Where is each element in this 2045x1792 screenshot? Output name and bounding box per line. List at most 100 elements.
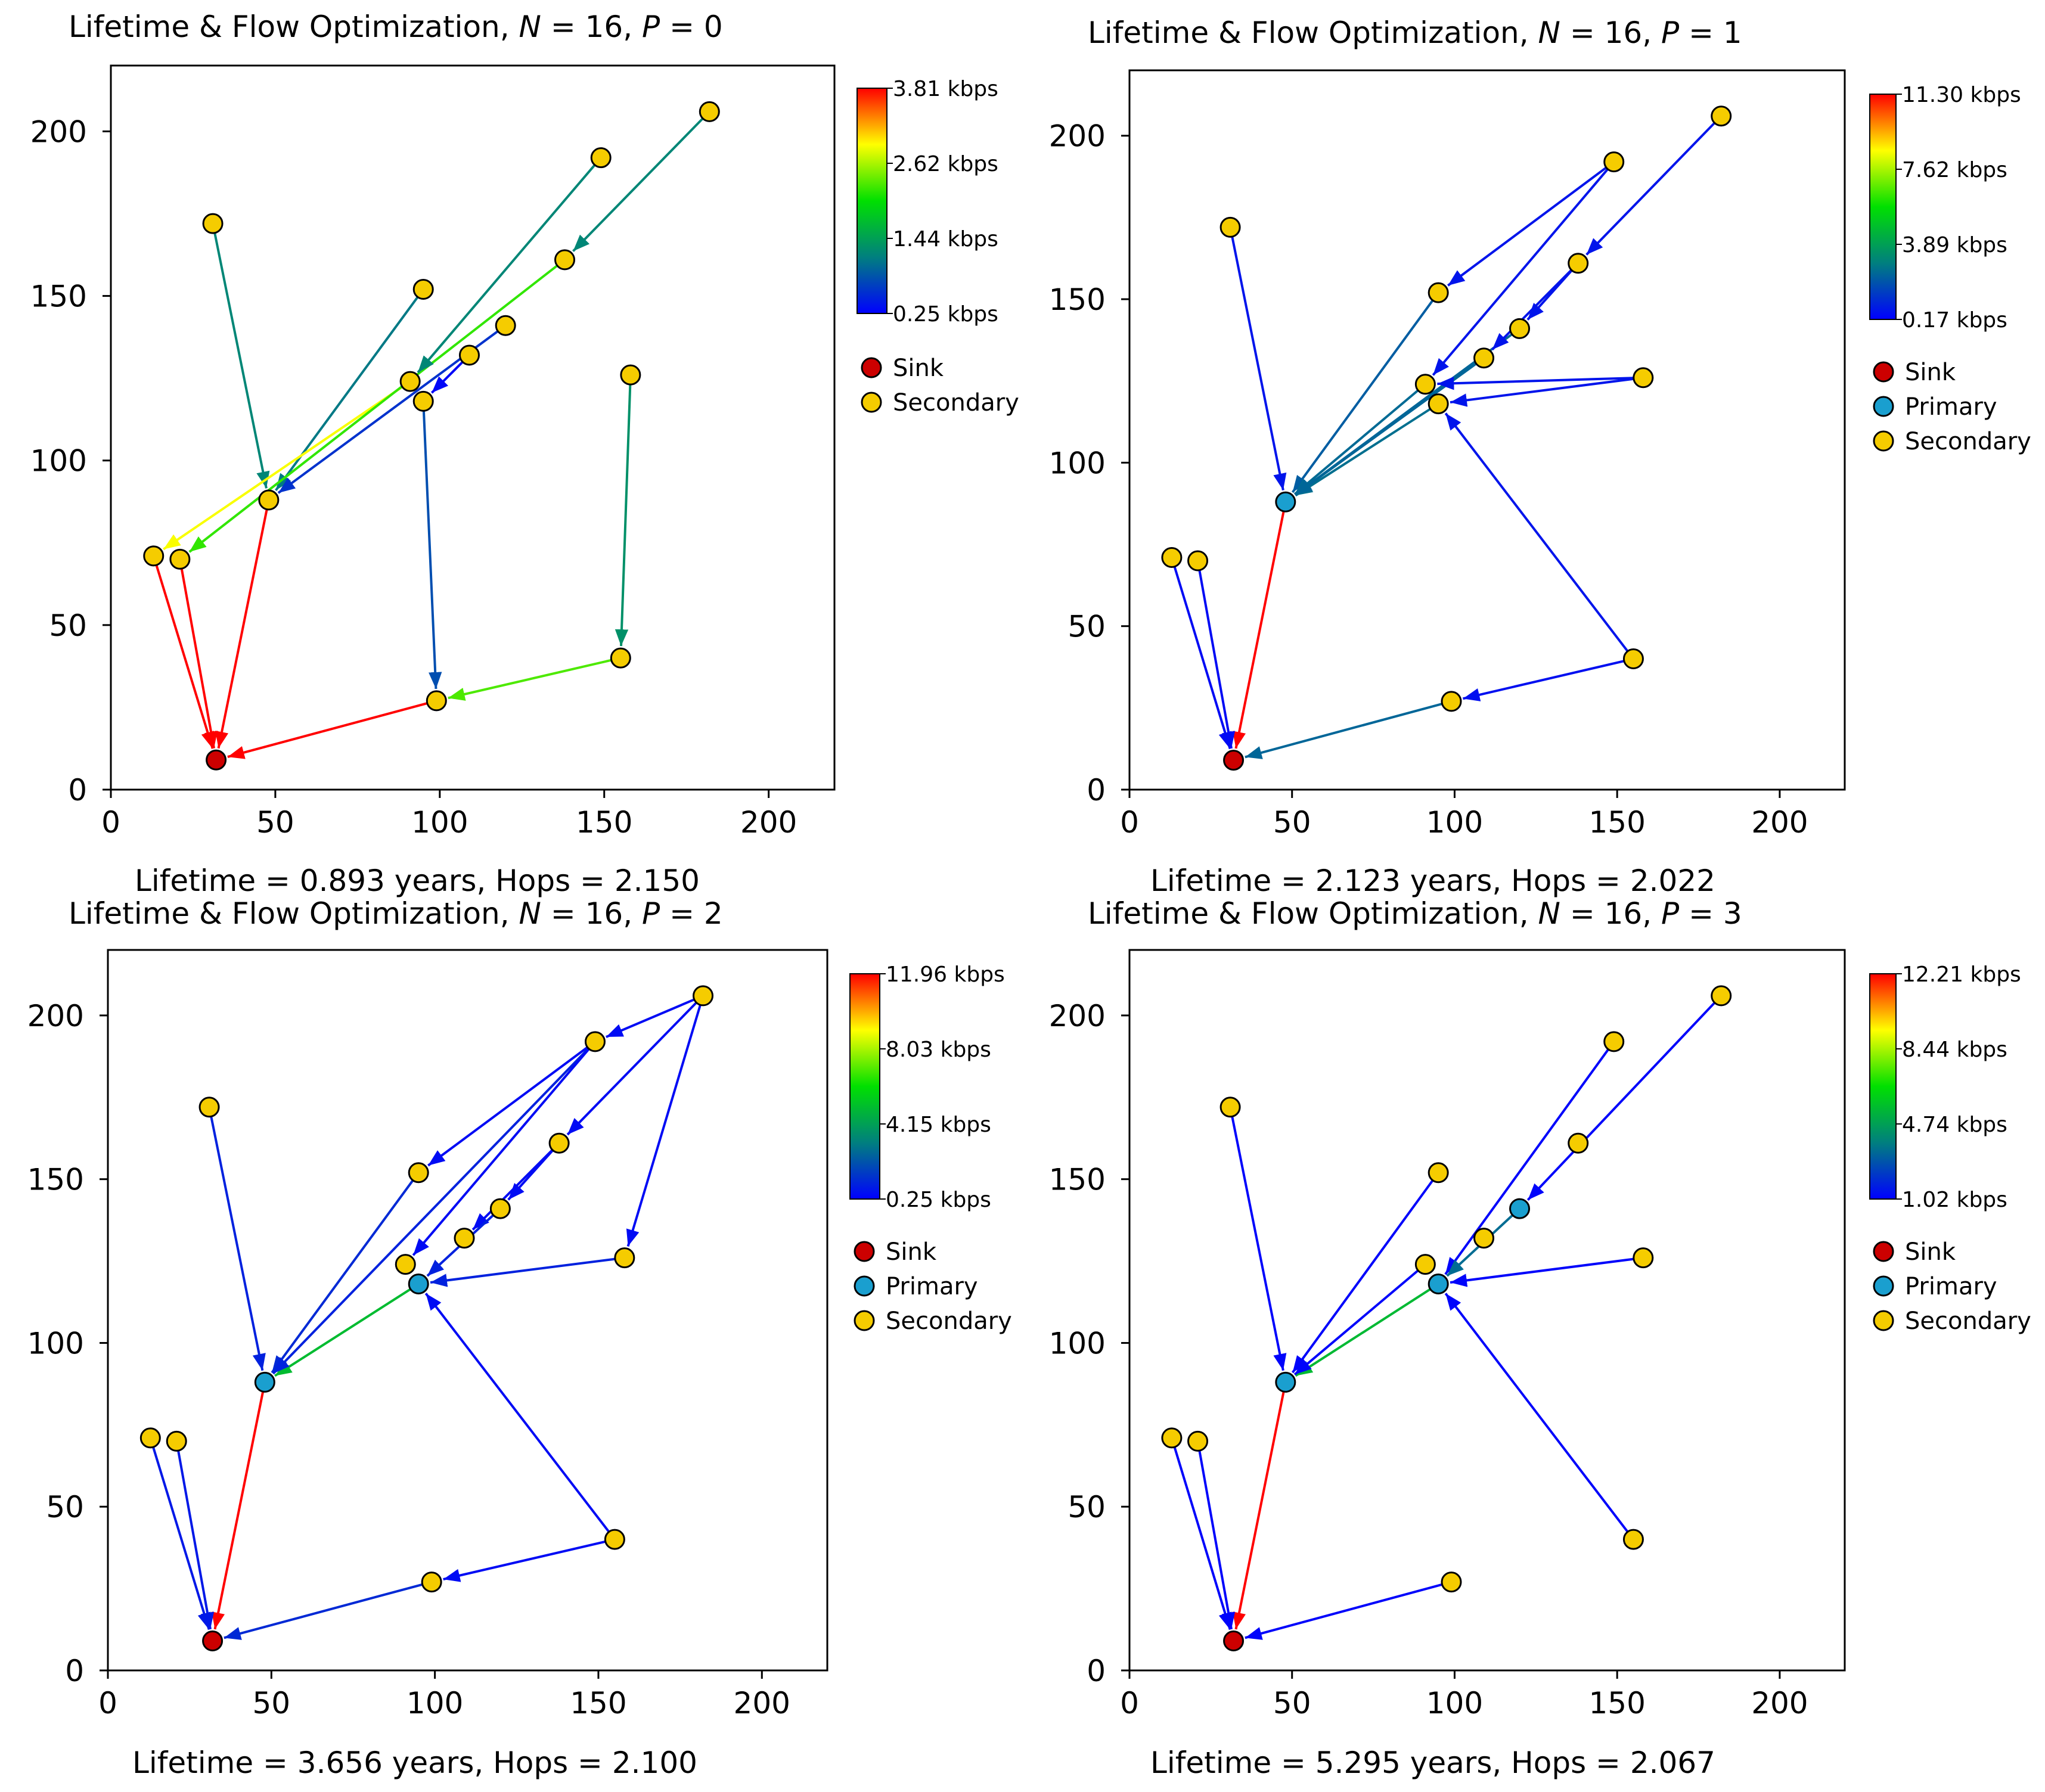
primary-node [254, 1371, 275, 1393]
flow-arrow [213, 232, 270, 489]
plot-area [1128, 69, 1846, 791]
legend-primary-label: Primary [886, 1273, 978, 1300]
flow-arrow [274, 1288, 411, 1377]
flow-arrow [1173, 1446, 1232, 1630]
flow-arrow [424, 1293, 610, 1533]
secondary-node [1414, 374, 1436, 395]
secondary-node [1219, 216, 1241, 238]
secondary-node [584, 1031, 606, 1052]
y-tick-label: 50 [1068, 610, 1106, 644]
flow-arrow [443, 1540, 606, 1582]
secondary-node [604, 1529, 625, 1550]
flow-arrow [155, 564, 215, 749]
plot-area [107, 949, 828, 1672]
flow-arrow [224, 1583, 423, 1640]
sink-node [202, 1630, 224, 1652]
y-tick-label: 150 [30, 279, 87, 314]
legend-secondary-label: Secondary [1905, 428, 2031, 455]
x-tick-label: 200 [1751, 1686, 1808, 1720]
secondary-node [412, 390, 434, 412]
colorbar [857, 88, 887, 314]
flow-arrow [1437, 377, 1634, 390]
colorbar [1869, 973, 1897, 1200]
y-tick-label: 200 [30, 114, 87, 149]
flow-arrow [1450, 1257, 1634, 1287]
chart-title: Lifetime & Flow Optimization, N = 16, P … [1088, 896, 1742, 931]
secondary-node [426, 690, 447, 712]
flow-arrow [163, 386, 404, 551]
secondary-node [1622, 1529, 1644, 1550]
y-tick-label: 0 [1087, 773, 1106, 808]
flow-arrow [271, 1179, 414, 1374]
plot-p3: 0 50 100 150 200 0 50 100 150 200 12.21 kbps 8.44 k… [1049, 949, 2031, 1720]
secondary-node [1187, 550, 1209, 572]
secondary-node [399, 371, 421, 392]
y-tick-label: 100 [30, 444, 87, 479]
flow-arrow [1444, 412, 1629, 653]
y-tick-label: 50 [49, 608, 87, 643]
y-tick-label: 150 [1049, 1163, 1106, 1197]
colorbar [849, 973, 880, 1200]
legend-secondary-marker [854, 1310, 875, 1331]
y-tick-label: 150 [1049, 282, 1106, 317]
flow-arrow [417, 164, 596, 374]
y-tick-label: 100 [1049, 1326, 1106, 1361]
flow-arrow [615, 384, 632, 647]
y-tick-label: 200 [1049, 999, 1106, 1033]
flow-arrow [1585, 122, 1716, 256]
secondary-node [495, 315, 516, 336]
primary-node [1275, 491, 1296, 513]
primary-node [1428, 1274, 1449, 1295]
legend-secondary-label: Secondary [893, 389, 1019, 417]
legend-sink-label: Sink [886, 1238, 937, 1266]
colorbar-label: 0.25 kbps [893, 302, 998, 327]
flow-arrow [152, 1446, 211, 1630]
secondary-node [454, 1228, 475, 1249]
secondary-node [421, 1572, 442, 1593]
flow-arrow [1233, 511, 1285, 749]
legend-secondary-label: Secondary [886, 1307, 1012, 1335]
x-tick-label: 100 [411, 805, 468, 840]
flow-arrow [1526, 1002, 1716, 1201]
y-tick-label: 200 [1049, 119, 1106, 154]
x-tick-label: 150 [1588, 1686, 1645, 1720]
secondary-node [1711, 105, 1732, 127]
plot-p1: 0 50 100 150 200 0 50 100 150 200 11.30 kbps 7.62 k… [1049, 69, 2031, 840]
flow-arrow [1231, 236, 1287, 490]
secondary-node [1633, 367, 1654, 389]
secondary-node [1428, 1162, 1449, 1184]
y-tick-label: 50 [46, 1490, 84, 1524]
legend-primary-marker [1873, 1275, 1894, 1297]
x-tick-label: 0 [101, 805, 120, 840]
flow-arrow [177, 1450, 215, 1630]
x-tick-label: 50 [1273, 805, 1311, 840]
lifetime-hops-label: Lifetime = 3.656 years, Hops = 2.100 [132, 1746, 697, 1780]
legend-sink-marker [861, 357, 882, 378]
lifetime-hops-label: Lifetime = 5.295 years, Hops = 2.067 [1150, 1746, 1715, 1780]
colorbar-label: 1.02 kbps [1902, 1188, 2007, 1212]
primary-node [1509, 1198, 1531, 1219]
secondary-node [1187, 1430, 1209, 1452]
plot-p0: 0 50 100 150 200 0 50 100 150 200 3.81 kbps 2.62 kb… [30, 64, 1019, 840]
colorbar-label: 4.74 kbps [1902, 1113, 2007, 1137]
colorbar-label: 4.15 kbps [886, 1113, 991, 1137]
secondary-node [1711, 985, 1732, 1007]
flow-arrow [272, 1047, 589, 1375]
legend-primary-marker [854, 1275, 875, 1297]
y-tick-label: 100 [1049, 446, 1106, 480]
legend-sink-marker [854, 1241, 875, 1262]
secondary-node [1428, 282, 1449, 303]
secondary-node [1603, 151, 1625, 173]
x-tick-label: 200 [734, 1686, 790, 1720]
flow-arrow [1463, 660, 1625, 701]
secondary-node [395, 1254, 416, 1275]
flow-arrow [1291, 299, 1434, 493]
flow-arrow [471, 1149, 554, 1231]
panel-p1: Lifetime & Flow Optimization, N = 16, P … [1088, 15, 1742, 898]
legend-secondary-label: Secondary [1905, 1307, 2031, 1335]
secondary-node [1161, 1427, 1183, 1449]
flow-arrow [572, 117, 704, 252]
y-tick-label: 150 [27, 1163, 84, 1197]
secondary-node [693, 985, 714, 1007]
